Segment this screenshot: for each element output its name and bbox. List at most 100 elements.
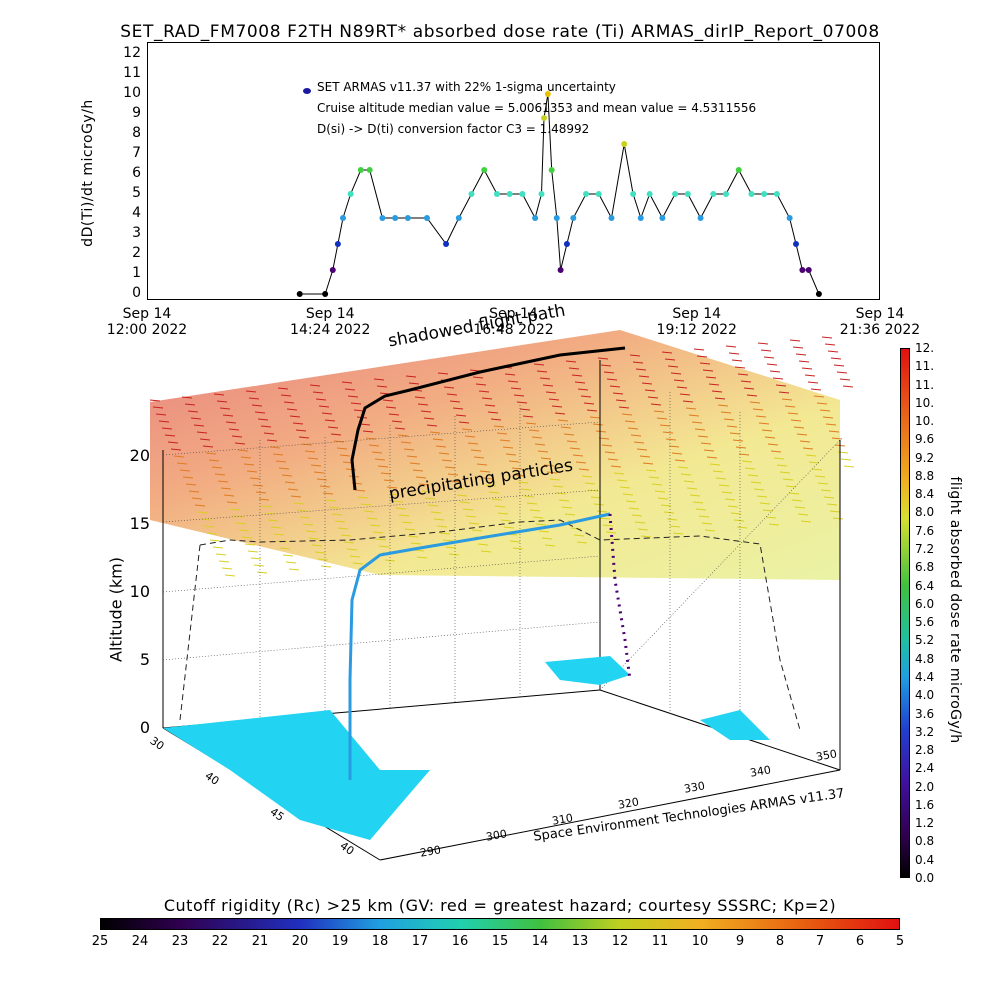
precip-hatch-mark xyxy=(615,399,627,402)
precip-hatch-mark xyxy=(225,421,237,424)
precip-hatch-mark xyxy=(606,378,618,381)
precip-hatch-mark xyxy=(539,377,551,380)
precip-hatch-mark xyxy=(510,387,522,390)
precip-hatch-mark xyxy=(378,545,390,548)
precip-hatch-mark xyxy=(576,541,588,544)
precip-hatch-mark xyxy=(654,490,666,493)
precip-hatch-mark xyxy=(757,342,769,345)
precip-hatch-mark xyxy=(674,459,686,462)
precip-hatch-mark xyxy=(630,434,642,437)
cutoff-rigidity-tick: 18 xyxy=(371,934,389,949)
precip-hatch-mark xyxy=(479,470,491,473)
dose-rate-timeseries-svg xyxy=(296,91,822,297)
precip-hatch-mark xyxy=(653,410,665,413)
precip-hatch-mark xyxy=(767,443,779,446)
precip-hatch-mark xyxy=(511,467,523,470)
precip-hatch-mark xyxy=(250,557,262,560)
data-point xyxy=(748,191,755,197)
ground-map-north-america xyxy=(163,710,430,840)
precip-hatch-mark xyxy=(575,461,587,464)
precip-hatch-mark xyxy=(627,427,639,430)
cutoff-rigidity-tick: 8 xyxy=(775,934,785,949)
dose-rate-colorbar-tick: 4.4 xyxy=(915,669,935,684)
precip-hatch-mark xyxy=(471,529,483,532)
precip-hatch-mark xyxy=(377,465,389,468)
precip-hatch-mark xyxy=(599,517,611,520)
precip-hatch-mark xyxy=(750,481,762,484)
precip-hatch-mark xyxy=(286,408,298,411)
precip-hatch-mark xyxy=(584,482,596,485)
precip-hatch-mark xyxy=(473,456,485,459)
precip-hatch-mark xyxy=(670,372,682,375)
precip-hatch-mark xyxy=(792,346,804,349)
precip-hatch-mark xyxy=(383,479,395,482)
precip-hatch-mark xyxy=(470,449,482,452)
y-tick-label: 9 xyxy=(132,105,141,121)
precip-hatch-mark xyxy=(509,540,521,543)
precip-hatch-mark xyxy=(252,484,264,487)
dose-rate-colorbar-tick: 6.0 xyxy=(915,596,935,611)
data-point xyxy=(296,291,303,297)
precip-hatch-mark xyxy=(214,473,226,476)
precip-hatch-mark xyxy=(533,363,545,366)
y-tick-label: 11 xyxy=(123,65,141,81)
cutoff-rigidity-tick: 13 xyxy=(571,934,589,949)
precip-hatch-mark xyxy=(821,336,833,339)
precip-hatch-mark xyxy=(279,547,291,550)
precip-hatch-mark xyxy=(202,445,214,448)
precip-hatch-mark xyxy=(639,455,651,458)
precip-hatch-mark xyxy=(213,393,225,396)
precip-hatch-mark xyxy=(472,376,484,379)
precip-hatch-mark xyxy=(703,449,715,452)
cutoff-rigidity-tick: 20 xyxy=(291,934,309,949)
data-point xyxy=(799,267,806,273)
precip-hatch-mark xyxy=(468,522,480,525)
precip-hatch-mark xyxy=(211,466,223,469)
precip-hatch-mark xyxy=(691,421,703,424)
precip-hatch-mark xyxy=(619,486,631,489)
precip-hatch-mark xyxy=(298,436,310,439)
precip-hatch-mark xyxy=(555,492,567,495)
precip-hatch-mark xyxy=(322,492,334,495)
precip-hatch-mark xyxy=(737,373,749,376)
precip-hatch-mark xyxy=(248,397,260,400)
precip-hatch-mark xyxy=(785,485,797,488)
precip-hatch-mark xyxy=(522,415,534,418)
precip-hatch-mark xyxy=(833,364,845,367)
precip-hatch-mark xyxy=(359,423,371,426)
data-point xyxy=(646,191,653,197)
precip-hatch-mark xyxy=(721,491,733,494)
precip-hatch-mark xyxy=(392,500,404,503)
precip-hatch-mark xyxy=(426,424,438,427)
precip-hatch-mark xyxy=(446,393,458,396)
precip-hatch-mark xyxy=(827,350,839,353)
precip-hatch-mark xyxy=(185,483,197,486)
precip-hatch-mark xyxy=(540,457,552,460)
precip-hatch-mark xyxy=(577,388,589,391)
precip-hatch-mark xyxy=(196,431,208,434)
precip-hatch-mark xyxy=(231,435,243,438)
dose-rate-y-axis-label: dD(Ti)/dt microGy/h xyxy=(80,99,96,247)
precip-hatch-mark xyxy=(238,529,250,532)
precip-hatch-mark xyxy=(346,548,358,551)
precip-hatch-mark xyxy=(572,454,584,457)
precip-hatch-mark xyxy=(372,531,384,534)
precip-hatch-mark xyxy=(385,406,397,409)
data-point xyxy=(443,241,450,247)
dose-rate-colorbar-tick: 7.6 xyxy=(915,523,935,538)
precip-hatch-mark xyxy=(817,482,829,485)
precip-hatch-mark xyxy=(253,564,265,567)
precip-hatch-mark xyxy=(741,460,753,463)
precip-hatch-mark xyxy=(616,479,628,482)
precip-hatch-mark xyxy=(583,402,595,405)
cutoff-rigidity-tick: 11 xyxy=(651,934,669,949)
precip-hatch-mark xyxy=(779,471,791,474)
precip-hatch-mark xyxy=(437,372,449,375)
dose-rate-colorbar-tick: 7.2 xyxy=(915,542,935,557)
precip-hatch-mark xyxy=(305,530,317,533)
precip-hatch-mark xyxy=(487,411,499,414)
precip-hatch-mark xyxy=(699,362,711,365)
precip-hatch-mark xyxy=(705,376,717,379)
dose-rate-colorbar-tick: 6.4 xyxy=(915,578,935,593)
precip-hatch-mark xyxy=(478,390,490,393)
